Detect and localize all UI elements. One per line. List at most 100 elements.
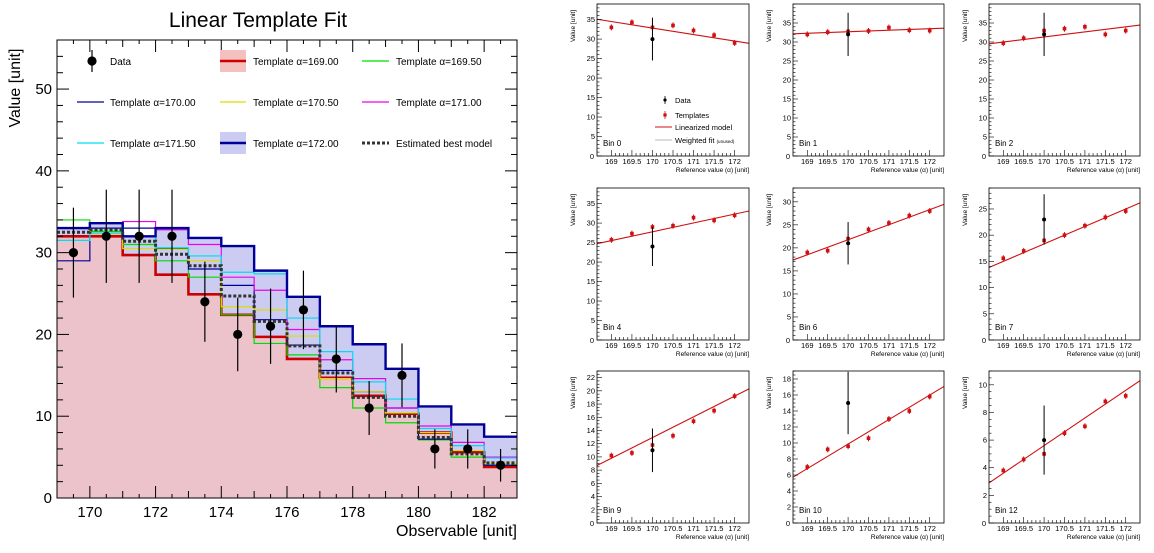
main-x-tick-label: 170: [77, 504, 102, 521]
bin-panel-area: [597, 371, 749, 523]
bin-y-tick-label: 18: [783, 375, 791, 384]
bin-label: Bin 7: [995, 323, 1014, 332]
data-point: [200, 297, 210, 307]
template-marker: [1103, 32, 1108, 37]
bin-x-tick-label: 171: [1079, 524, 1092, 533]
template-marker: [609, 238, 614, 242]
bin-x-tick-label: 169: [605, 341, 618, 350]
bin-y-tick-label: 16: [783, 391, 791, 400]
legend-data-marker: [87, 56, 97, 66]
bin-x-tick-label: 171.5: [1096, 524, 1115, 533]
bin-y-tick-label: 25: [979, 204, 987, 213]
bin-y-tick-label: 25: [587, 238, 595, 247]
template-marker: [805, 465, 810, 469]
bin-label: Bin 1: [799, 139, 818, 148]
bin-data-point: [650, 37, 655, 42]
bin-y-tick-label: 4: [591, 492, 595, 501]
bin-y-tick-label: 4: [983, 463, 987, 472]
bin-x-tick-label: 171: [883, 524, 896, 533]
template-marker: [907, 213, 912, 218]
bin-x-tick-label: 169: [605, 157, 618, 166]
bin-y-tick-label: 6: [983, 436, 987, 445]
bin-y-tick-label: 35: [979, 19, 987, 28]
legend-171-5-label: Template α=171.50: [110, 139, 196, 150]
bin-x-tick-label: 170: [842, 341, 855, 350]
bin-data-point: [1042, 217, 1047, 222]
bin-y-tick-label: 4: [787, 487, 791, 496]
template-marker: [1021, 457, 1026, 462]
bin-x-tick-label: 170.5: [1055, 524, 1074, 533]
bin-x-tick-label: 172: [728, 524, 741, 533]
bin-y-tick-label: 20: [587, 74, 595, 83]
template-marker: [712, 218, 716, 223]
bin-data-point: [846, 401, 851, 405]
template-marker: [1001, 41, 1006, 45]
bin-x-tick-label: 171.5: [900, 157, 919, 166]
data-point: [265, 321, 276, 331]
bin-x-tick-label: 169: [801, 157, 814, 166]
legend-171-label: Template α=171.00: [396, 98, 482, 109]
template-marker: [927, 394, 932, 399]
bin-y-tick-label: 10: [979, 283, 987, 292]
legend-data-label: Data: [110, 57, 132, 68]
bin-x-tick-label: 171: [883, 341, 896, 350]
bin-x-tick-label: 169.5: [818, 341, 837, 350]
bin-x-tick-label: 172: [728, 157, 741, 166]
template-marker: [846, 444, 850, 448]
main-x-tick-label: 178: [340, 504, 365, 521]
bin-y-axis-title: Value [unit]: [962, 10, 969, 42]
bin-y-tick-label: 2: [591, 505, 595, 514]
small-panels-grid: 169 169.5 170 170.5 171 171.5 172 Reference val…: [570, 3, 1141, 541]
template-marker: [825, 248, 830, 253]
bin-y-tick-label: 15: [979, 257, 987, 266]
data-point: [364, 403, 374, 413]
bin-x-tick-label: 170: [842, 524, 855, 533]
template-marker: [866, 29, 871, 33]
bin-y-tick-label: 10: [783, 114, 791, 123]
main-x-tick-label: 180: [406, 504, 431, 521]
bin-x-tick-label: 170.5: [859, 157, 878, 166]
bin-x-tick-label: 169: [997, 524, 1010, 533]
bin-x-tick-label: 169.5: [818, 524, 837, 533]
data-point: [134, 231, 144, 241]
bin-legend-templates-label: Templates: [675, 111, 709, 120]
template-marker: [609, 25, 614, 30]
bin-legend-linearized-label: Linearized model: [675, 123, 732, 132]
data-point: [331, 354, 341, 364]
main-x-tick-label: 182: [472, 504, 497, 521]
template-marker: [1062, 233, 1067, 237]
bin-x-tick-label: 171.5: [1096, 341, 1115, 350]
main-y-tick-label: 20: [35, 326, 52, 343]
bin-y-tick-label-zero: 0: [590, 336, 594, 345]
main-y-tick-label: 0: [44, 490, 52, 507]
bin-y-tick-label: 35: [587, 15, 595, 24]
template-marker: [732, 394, 737, 398]
bin-y-tick-label: 6: [787, 471, 791, 480]
bin-y-tick-label: 30: [979, 38, 987, 47]
template-marker: [609, 453, 614, 458]
linearized-model-line: [988, 24, 1141, 45]
bin-panel-legend: Data Templates Linearized model Weighted fi…: [655, 96, 735, 145]
template-marker: [805, 32, 810, 37]
bin-y-tick-label: 8: [591, 466, 595, 475]
template-marker: [1123, 28, 1128, 33]
template-marker: [691, 419, 696, 424]
bin-x-axis-title: Reference value (α) [unit]: [1067, 167, 1140, 174]
bin-label: Bin 4: [603, 323, 622, 332]
template-marker: [1001, 256, 1006, 261]
bin-y-tick-label: 10: [587, 113, 595, 122]
bin-panel-area: [793, 371, 944, 523]
bin-y-tick-label: 30: [783, 38, 791, 47]
bin-y-tick-label: 25: [783, 57, 791, 66]
bin-y-tick-label: 10: [587, 452, 595, 461]
data-point: [495, 460, 506, 470]
bin-legend-data-label: Data: [675, 96, 692, 105]
bin-label: Bin 0: [603, 139, 622, 148]
bin-y-tick-label: 20: [979, 231, 987, 240]
bin-y-tick-label-zero: 0: [982, 336, 986, 345]
bin-x-axis-title: Reference value (α) [unit]: [1067, 534, 1140, 541]
data-point: [463, 444, 473, 454]
bin-y-axis-title: Value [unit]: [570, 10, 577, 42]
